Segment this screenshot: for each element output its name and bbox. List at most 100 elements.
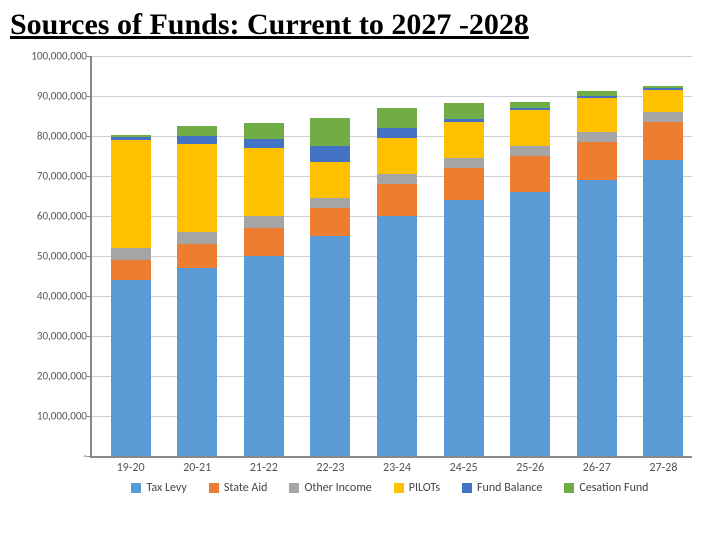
bar-segment-tax-levy (310, 236, 350, 456)
y-tick (87, 256, 92, 257)
x-axis-label: 20-21 (183, 461, 211, 475)
bar-group (244, 123, 284, 456)
y-axis-label: 50,000,000 (7, 250, 87, 263)
bar-segment-tax-levy (444, 200, 484, 456)
gridline (92, 56, 692, 57)
bar-segment-fund-balance (244, 139, 284, 148)
bar-segment-cessation-fund (377, 108, 417, 128)
bar-segment-fund-balance (577, 96, 617, 98)
bar-segment-pilots (177, 144, 217, 232)
bar-segment-pilots (510, 110, 550, 146)
bar-segment-other-income (111, 248, 151, 260)
bar-segment-state-aid (310, 208, 350, 236)
bar-group (111, 135, 151, 456)
legend-item-state-aid: State Aid (209, 481, 268, 495)
bar-segment-fund-balance (643, 88, 683, 90)
bar-segment-fund-balance (310, 146, 350, 162)
x-axis-label: 24-25 (450, 461, 478, 475)
bar-segment-other-income (377, 174, 417, 184)
x-axis-label: 23-24 (383, 461, 411, 475)
y-axis-label: - (7, 450, 87, 463)
legend-swatch (394, 483, 404, 493)
bar-group (377, 108, 417, 456)
bar-segment-other-income (310, 198, 350, 208)
y-axis-label: 70,000,000 (7, 170, 87, 183)
legend-swatch (131, 483, 141, 493)
y-tick (87, 376, 92, 377)
y-tick (87, 176, 92, 177)
bar-segment-pilots (310, 162, 350, 198)
legend-label: PILOTs (409, 481, 440, 495)
y-tick (87, 56, 92, 57)
bar-segment-cessation-fund (510, 102, 550, 108)
bar-segment-fund-balance (444, 119, 484, 122)
y-axis-label: 60,000,000 (7, 210, 87, 223)
y-tick (87, 456, 92, 457)
bar-group (310, 118, 350, 456)
bar-segment-pilots (643, 90, 683, 112)
bar-segment-other-income (444, 158, 484, 168)
legend-label: Cesation Fund (579, 481, 648, 495)
bar-segment-cessation-fund (244, 123, 284, 139)
bar-segment-other-income (577, 132, 617, 142)
legend-label: Other Income (304, 481, 371, 495)
y-axis-label: 10,000,000 (7, 410, 87, 423)
bar-group (444, 103, 484, 456)
bar-segment-state-aid (444, 168, 484, 200)
bar-segment-other-income (244, 216, 284, 228)
bar-segment-state-aid (244, 228, 284, 256)
bar-segment-pilots (244, 148, 284, 216)
x-axis-label: 26-27 (583, 461, 611, 475)
funds-chart: -10,000,00020,000,00030,000,00040,000,00… (0, 46, 720, 536)
bar-segment-tax-levy (244, 256, 284, 456)
y-axis-label: 80,000,000 (7, 130, 87, 143)
y-tick (87, 216, 92, 217)
legend-item-fund-balance: Fund Balance (462, 481, 542, 495)
bar-segment-other-income (177, 232, 217, 244)
bar-segment-other-income (510, 146, 550, 156)
bar-group (577, 91, 617, 456)
y-axis-label: 100,000,000 (7, 50, 87, 63)
y-tick (87, 96, 92, 97)
x-axis-label: 19-20 (117, 461, 145, 475)
legend-item-pilots: PILOTs (394, 481, 440, 495)
plot-area: -10,000,00020,000,00030,000,00040,000,00… (90, 56, 692, 458)
x-axis-label: 27-28 (649, 461, 677, 475)
legend-item-cessation-fund: Cesation Fund (564, 481, 648, 495)
bar-segment-cessation-fund (577, 91, 617, 96)
bar-segment-pilots (377, 138, 417, 174)
bar-segment-tax-levy (177, 268, 217, 456)
bar-segment-tax-levy (510, 192, 550, 456)
legend-item-tax-levy: Tax Levy (131, 481, 186, 495)
bar-segment-tax-levy (111, 280, 151, 456)
bar-segment-state-aid (577, 142, 617, 180)
bar-segment-cessation-fund (310, 118, 350, 146)
legend-label: State Aid (224, 481, 268, 495)
y-axis-label: 40,000,000 (7, 290, 87, 303)
y-tick (87, 136, 92, 137)
bar-segment-fund-balance (510, 108, 550, 110)
y-axis-label: 90,000,000 (7, 90, 87, 103)
bar-segment-cessation-fund (643, 86, 683, 88)
y-axis-label: 20,000,000 (7, 370, 87, 383)
x-axis-label: 25-26 (516, 461, 544, 475)
legend-label: Tax Levy (146, 481, 186, 495)
bar-segment-fund-balance (177, 136, 217, 144)
bar-segment-other-income (643, 112, 683, 122)
bar-segment-tax-levy (577, 180, 617, 456)
legend-item-other-income: Other Income (289, 481, 371, 495)
y-tick (87, 336, 92, 337)
bar-group (643, 86, 683, 456)
legend-swatch (209, 483, 219, 493)
bar-segment-state-aid (177, 244, 217, 268)
bar-segment-cessation-fund (111, 135, 151, 137)
bar-segment-fund-balance (377, 128, 417, 138)
legend-swatch (462, 483, 472, 493)
legend: Tax Levy State Aid Other Income PILOTs Fund … (90, 481, 690, 495)
bar-segment-cessation-fund (177, 126, 217, 136)
bar-segment-pilots (444, 122, 484, 158)
bar-segment-fund-balance (111, 137, 151, 140)
bar-segment-state-aid (377, 184, 417, 216)
bar-segment-state-aid (111, 260, 151, 280)
x-axis-label: 22-23 (316, 461, 344, 475)
